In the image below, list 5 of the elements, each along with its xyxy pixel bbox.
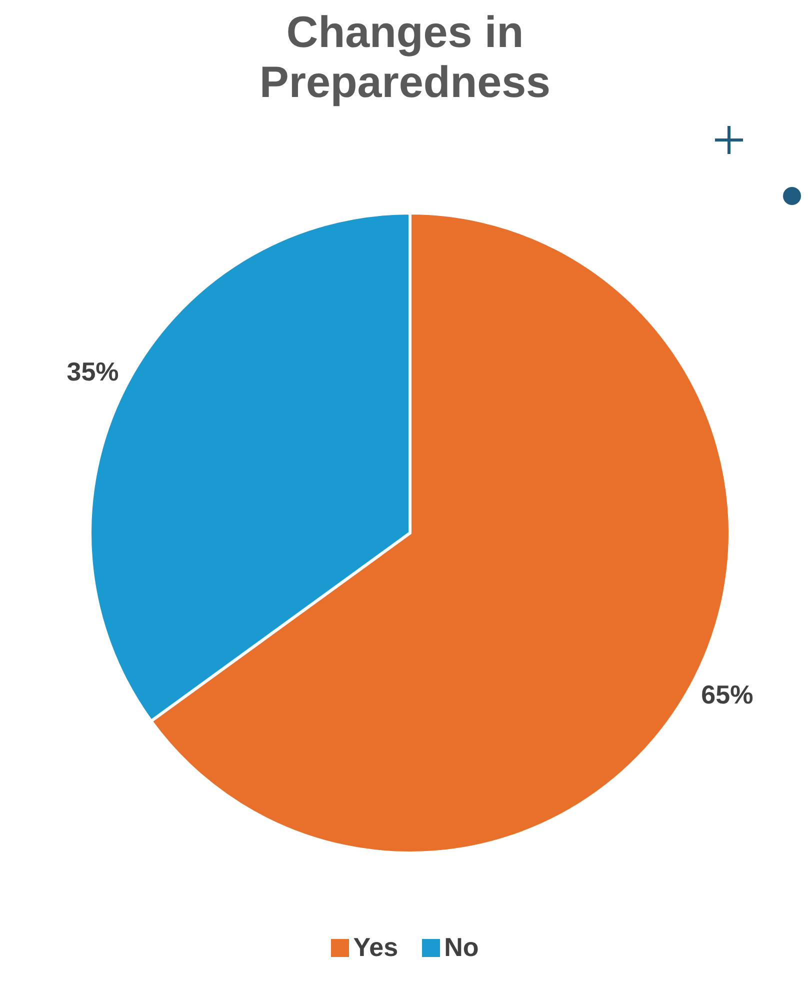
data-label: 35%	[66, 356, 119, 386]
data-label: 65%	[701, 680, 754, 710]
chart-title: Changes in Preparedness	[258, 8, 552, 108]
legend-label: Yes	[352, 932, 398, 963]
legend-label: No	[443, 932, 479, 963]
